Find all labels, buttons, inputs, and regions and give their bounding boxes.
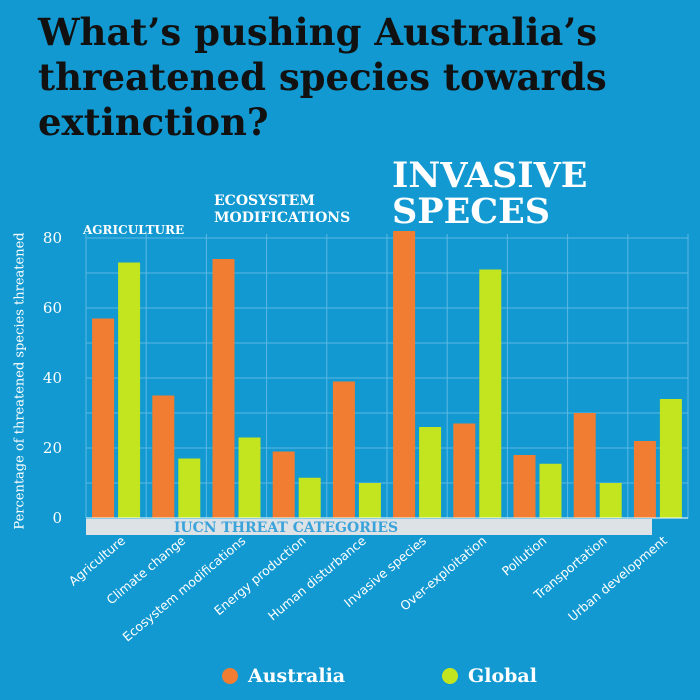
bar-global-3	[298, 477, 321, 518]
bar-australia-2	[212, 259, 235, 518]
annotation-invasive-species: INVASIVE SPECES	[392, 155, 588, 232]
bar-australia-0	[92, 318, 115, 518]
bar-australia-4	[332, 381, 355, 518]
x-axis-label: IUCN THREAT CATEGORIES	[174, 520, 398, 536]
bar-global-7	[539, 463, 562, 518]
legend-label-australia: Australia	[248, 665, 346, 687]
y-tick-label: 20	[43, 439, 62, 457]
x-tick-label: Human disturbance	[265, 533, 369, 624]
bar-global-5	[419, 427, 442, 518]
bar-global-0	[118, 262, 141, 518]
x-tick-label: Pollution	[499, 533, 550, 579]
bar-global-6	[479, 269, 502, 518]
bar-australia-7	[513, 455, 536, 518]
bar-global-8	[599, 483, 622, 518]
y-tick-label: 80	[43, 229, 62, 247]
annotation-ecosystem-modifications: ECOSYSTEM MODIFICATIONS	[214, 193, 351, 226]
legend-swatch-global	[442, 668, 458, 684]
y-tick-label: 40	[43, 369, 62, 387]
bar-australia-8	[573, 413, 596, 518]
bar-australia-5	[393, 231, 416, 518]
chart-title: What’s pushing Australia’s threatened sp…	[38, 10, 607, 144]
legend-item-australia: Australia	[222, 665, 345, 687]
annotation-agriculture: AGRICULTURE	[83, 223, 185, 237]
bar-global-1	[178, 458, 201, 518]
bar-australia-9	[633, 441, 656, 518]
bar-global-4	[358, 483, 381, 518]
bar-australia-1	[152, 395, 175, 518]
x-tick-label: Ecosystem modifications	[120, 533, 249, 645]
bar-global-9	[659, 399, 682, 518]
legend-swatch-australia	[222, 668, 238, 684]
legend-item-global: Global	[442, 665, 537, 687]
legend-label-global: Global	[468, 665, 537, 687]
x-axis-title-band	[86, 519, 652, 535]
x-tick-label: Urban development	[565, 533, 670, 624]
bar-australia-3	[272, 451, 295, 518]
y-tick-label: 60	[43, 299, 62, 317]
x-tick-label: Agriculture	[66, 533, 129, 589]
y-tick-label: 0	[52, 509, 62, 527]
bar-global-2	[238, 437, 261, 518]
bar-australia-6	[453, 423, 476, 518]
